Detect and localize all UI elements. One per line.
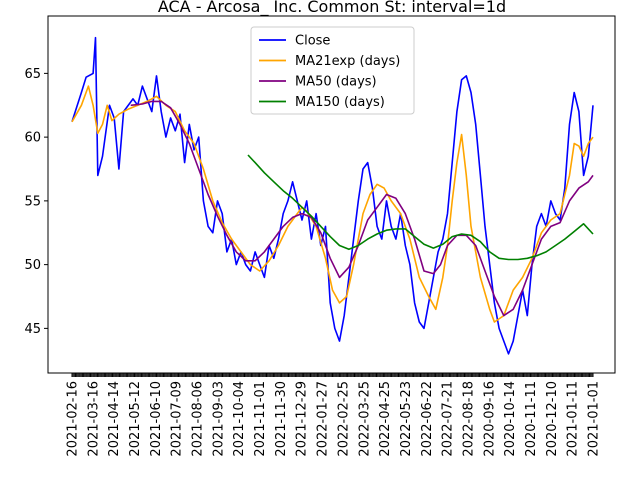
x-tick-label: 2021-01-01 — [587, 381, 602, 457]
x-tick-label: 2022-06-22 — [420, 381, 435, 457]
x-tick-label: 2021-02-16 — [66, 381, 81, 457]
x-tick-label: 2020-10-14 — [503, 381, 518, 457]
x-tick-label: 2022-02-25 — [336, 381, 351, 457]
x-tick-label: 2021-06-10 — [149, 381, 164, 457]
x-tick-label: 2022-03-25 — [357, 381, 372, 457]
x-tick-label: 2022-01-27 — [316, 381, 331, 457]
x-tick-label: 2021-11-30 — [274, 381, 289, 457]
x-tick-label: 2022-07-21 — [441, 381, 456, 457]
x-tick-label: 2021-09-03 — [211, 381, 226, 457]
x-tick-label: 2021-03-16 — [86, 381, 101, 457]
x-tick-label: 2020-09-16 — [482, 381, 497, 457]
x-tick-label: 2021-08-06 — [191, 381, 206, 457]
y-tick-label: 55 — [24, 194, 41, 209]
x-tick-label: 2021-05-12 — [128, 381, 143, 457]
legend-label: Close — [295, 34, 330, 49]
legend: Close MA21exp (days) MA50 (days) MA150 (day… — [250, 26, 415, 115]
x-tick-label: 2021-04-14 — [107, 381, 122, 457]
series-line-1 — [71, 85, 594, 323]
series-line-0 — [71, 36, 594, 355]
y-tick-label: 65 — [24, 67, 41, 82]
x-tick-label: 2022-08-18 — [462, 381, 477, 457]
x-tick-label: 2021-01-11 — [566, 381, 581, 457]
series-line-2 — [130, 100, 594, 317]
legend-label: MA50 (days) — [295, 75, 377, 90]
y-tick-label: 50 — [24, 258, 41, 273]
legend-box — [250, 26, 415, 115]
series-line-3 — [247, 154, 594, 261]
x-tick-label: 2020-11-11 — [524, 381, 539, 457]
chart-title: ACA - Arcosa_ Inc. Common St: interval=1… — [158, 0, 506, 17]
x-tick-label: 2022-05-23 — [399, 381, 414, 457]
y-axis: 45 50 55 60 65 — [24, 67, 48, 337]
x-axis: 2021-02-16 2021-03-16 2021-04-14 2021-05-12… — [66, 373, 602, 457]
x-tick-label: 2021-10-04 — [232, 381, 247, 457]
y-tick-label: 45 — [24, 322, 41, 337]
x-tick-label: 2021-12-29 — [295, 381, 310, 457]
x-tick-label: 2022-04-25 — [378, 381, 393, 457]
x-tick-label: 2021-11-01 — [253, 381, 268, 457]
series-layer — [71, 36, 594, 355]
legend-label: MA21exp (days) — [295, 54, 400, 69]
x-tick-label: 2020-12-10 — [545, 381, 560, 457]
legend-label: MA150 (days) — [295, 95, 385, 110]
y-tick-label: 60 — [24, 131, 41, 146]
x-tick-label: 2021-07-09 — [170, 381, 185, 457]
